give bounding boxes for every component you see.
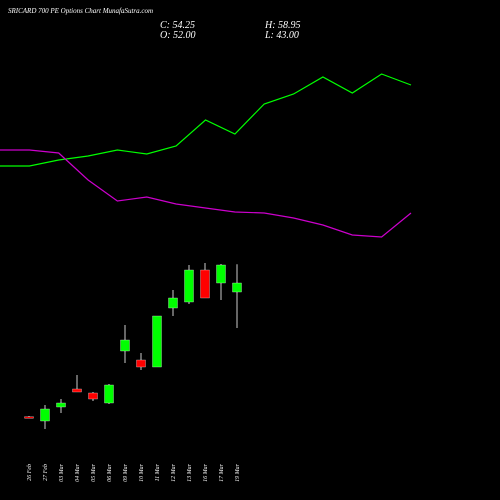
x-tick-label: 13 Mar <box>187 463 193 481</box>
candle-body <box>120 339 130 352</box>
candle-body <box>200 269 210 299</box>
candle-body <box>40 408 50 422</box>
x-tick-label: 26 Feb <box>27 464 33 481</box>
candle-body <box>72 388 82 393</box>
chart-title: SRICARD 700 PE Options Chart MunafaSutra… <box>8 7 153 15</box>
x-tick-label: 11 Mar <box>155 463 161 481</box>
open-label: O: 52.00 <box>160 30 196 41</box>
candle-body <box>24 416 34 419</box>
x-tick-label: 04 Mar <box>74 463 81 481</box>
candle-body <box>152 315 162 368</box>
x-tick-label: 17 Mar <box>219 463 225 481</box>
candle-body <box>168 297 178 309</box>
candle-body <box>184 269 194 303</box>
candle-body <box>136 359 146 368</box>
high-label: H: 58.95 <box>264 20 301 31</box>
x-tick-label: 09 Mar <box>123 463 129 481</box>
x-tick-label: 16 Mar <box>203 463 209 481</box>
x-tick-label: 10 Mar <box>139 463 145 481</box>
close-label: C: 54.25 <box>160 20 195 31</box>
low-label: L: 43.00 <box>264 30 299 41</box>
candle-body <box>56 402 66 408</box>
x-tick-label: 06 Mar <box>107 463 113 481</box>
indicator-line <box>0 73 412 167</box>
candle-body <box>232 282 242 293</box>
x-tick-label: 05 Mar <box>91 463 97 481</box>
candle-body <box>88 392 98 400</box>
x-tick-label: 27 Feb <box>43 464 49 481</box>
indicator-line <box>0 149 412 238</box>
x-tick-label: 19 Mar <box>235 463 241 481</box>
candle-body <box>216 264 226 284</box>
candle-body <box>104 384 114 404</box>
x-tick-label: 12 Mar <box>171 463 177 481</box>
x-tick-label: 03 Mar <box>59 463 65 481</box>
